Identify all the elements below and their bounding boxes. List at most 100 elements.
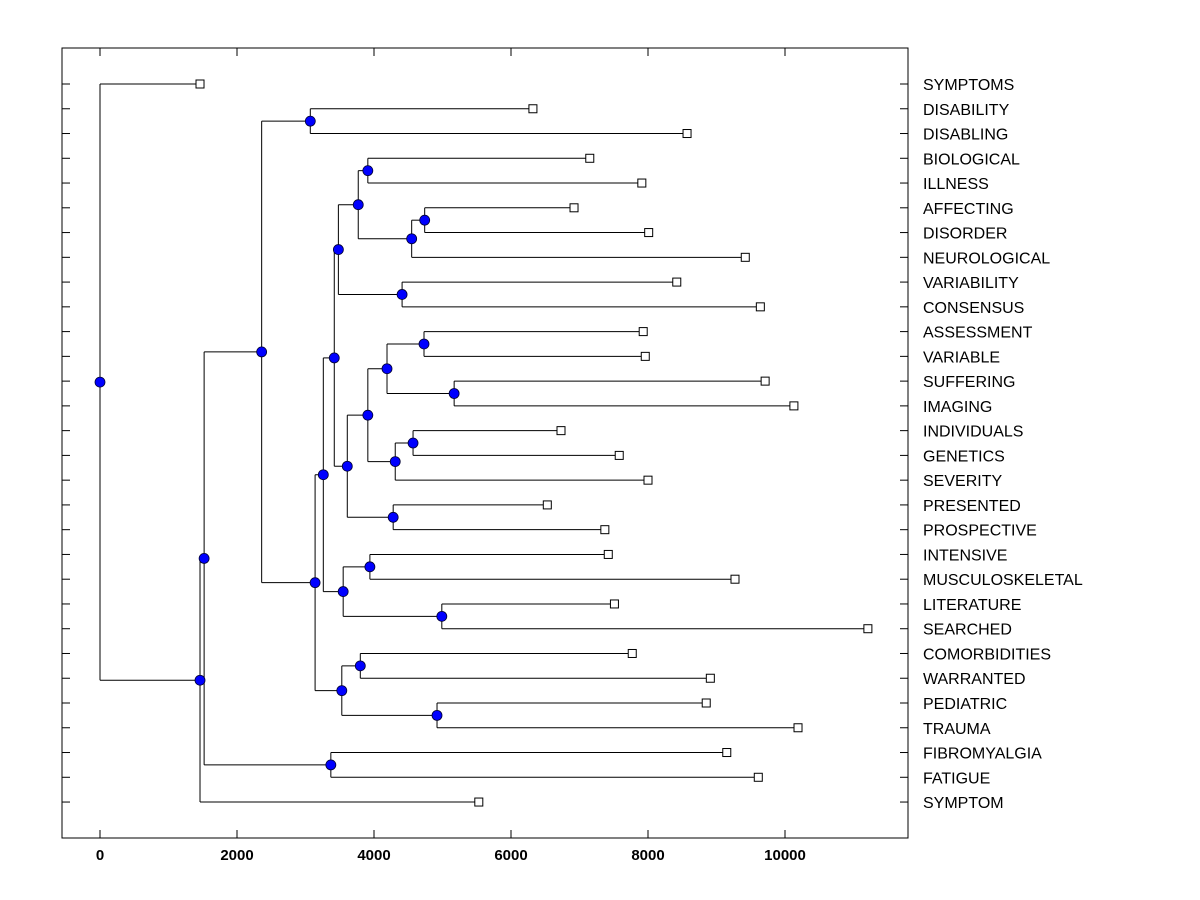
leaf-marker [638, 327, 648, 337]
leaf-marker [672, 277, 682, 287]
cluster-node [406, 233, 418, 245]
leaf-label: MUSCULOSKELETAL [923, 572, 1083, 589]
internal-nodes [94, 115, 460, 771]
leaf-marker [863, 624, 873, 634]
leaf-label: INTENSIVE [923, 547, 1007, 564]
x-tick-label: 8000 [631, 847, 664, 864]
cluster-node [362, 165, 374, 177]
leaf-label: PEDIATRIC [923, 696, 1007, 713]
x-tick-label: 6000 [494, 847, 527, 864]
cluster-node [194, 674, 206, 686]
cluster-node [436, 610, 448, 622]
leaf-marker [753, 772, 763, 782]
leaf-label: SEVERITY [923, 473, 1002, 490]
x-tick-label: 10000 [764, 847, 806, 864]
leaf-marker [740, 252, 750, 262]
leaf-label: TRAUMA [923, 721, 991, 738]
cluster-node [419, 214, 431, 226]
cluster-node [325, 759, 337, 771]
leaf-markers [195, 79, 873, 807]
cluster-node [418, 338, 430, 350]
leaf-marker [195, 79, 205, 89]
y-ticks [62, 83, 908, 803]
leaf-marker [603, 549, 613, 559]
cluster-node [317, 469, 329, 481]
leaf-label: DISABILITY [923, 102, 1010, 119]
leaf-marker [556, 426, 566, 436]
leaf-label: SYMPTOM [923, 795, 1004, 812]
leaf-marker [600, 525, 610, 535]
cluster-node [352, 199, 364, 211]
leaf-marker [722, 748, 732, 758]
leaf-marker [760, 376, 770, 386]
x-tick-label: 0 [96, 847, 104, 864]
leaf-marker [755, 302, 765, 312]
cluster-node [256, 346, 268, 358]
cluster-node [389, 456, 401, 467]
leaf-label: DISORDER [923, 226, 1007, 243]
plot-frame [61, 47, 909, 839]
leaf-label: BIOLOGICAL [923, 151, 1020, 168]
leaf-marker [789, 401, 799, 411]
leaf-marker [614, 450, 624, 460]
leaf-label: PROSPECTIVE [923, 523, 1037, 540]
leaf-marker [643, 475, 653, 485]
leaf-marker [637, 178, 647, 188]
leaf-label: DISABLING [923, 127, 1008, 144]
cluster-node [309, 577, 321, 589]
cluster-node [396, 289, 408, 300]
cluster-node [354, 660, 366, 672]
cluster-node [328, 352, 340, 364]
leaf-label: ASSESSMENT [923, 325, 1033, 342]
leaf-label: SUFFERING [923, 374, 1015, 391]
leaf-marker [730, 574, 740, 584]
leaf-marker [793, 723, 803, 733]
cluster-node [362, 409, 374, 421]
leaf-label: INDIVIDUALS [923, 424, 1023, 441]
leaf-label: SYMPTOMS [923, 77, 1014, 94]
cluster-node [94, 376, 106, 388]
cluster-node [431, 709, 443, 721]
x-tick-label: 2000 [220, 847, 253, 864]
leaf-label: FIBROMYALGIA [923, 746, 1042, 763]
leaf-label: ILLNESS [923, 176, 989, 193]
tree-edges [99, 83, 864, 803]
cluster-node [387, 511, 399, 523]
cluster-node [198, 553, 210, 564]
cluster-node [448, 388, 460, 399]
leaf-marker [701, 698, 711, 708]
cluster-node [332, 244, 344, 255]
leaf-marker [682, 129, 692, 139]
cluster-node [336, 685, 348, 697]
leaf-label: IMAGING [923, 399, 992, 416]
leaf-marker [609, 599, 619, 609]
leaf-labels: SYMPTOMS DISABILITY DISABLING BIOLOGICAL ILL… [923, 77, 1083, 812]
leaf-marker [569, 203, 579, 213]
leaf-marker [585, 153, 595, 163]
cluster-node [304, 115, 316, 127]
cluster-node [381, 363, 393, 375]
x-tick-label: 4000 [357, 847, 390, 864]
cluster-node [407, 437, 419, 449]
leaf-label: VARIABLE [923, 349, 1000, 366]
leaf-marker [644, 228, 654, 238]
x-axis: 0 2000 4000 6000 8000 10000 [96, 48, 806, 864]
leaf-label: PRESENTED [923, 498, 1021, 515]
leaf-label: CONSENSUS [923, 300, 1024, 317]
leaf-marker [474, 797, 484, 807]
leaf-marker [542, 500, 552, 510]
leaf-marker [705, 673, 715, 683]
leaf-label: LITERATURE [923, 597, 1021, 614]
cluster-node [337, 586, 349, 597]
leaf-label: AFFECTING [923, 201, 1014, 218]
leaf-label: WARRANTED [923, 671, 1026, 688]
leaf-label: SEARCHED [923, 622, 1012, 639]
cluster-node [341, 460, 353, 472]
leaf-marker [627, 648, 637, 658]
leaf-label: GENETICS [923, 448, 1005, 465]
leaf-label: FATIGUE [923, 770, 990, 787]
leaf-label: VARIABILITY [923, 275, 1019, 292]
leaf-label: NEUROLOGICAL [923, 250, 1050, 267]
leaf-marker [528, 104, 538, 114]
